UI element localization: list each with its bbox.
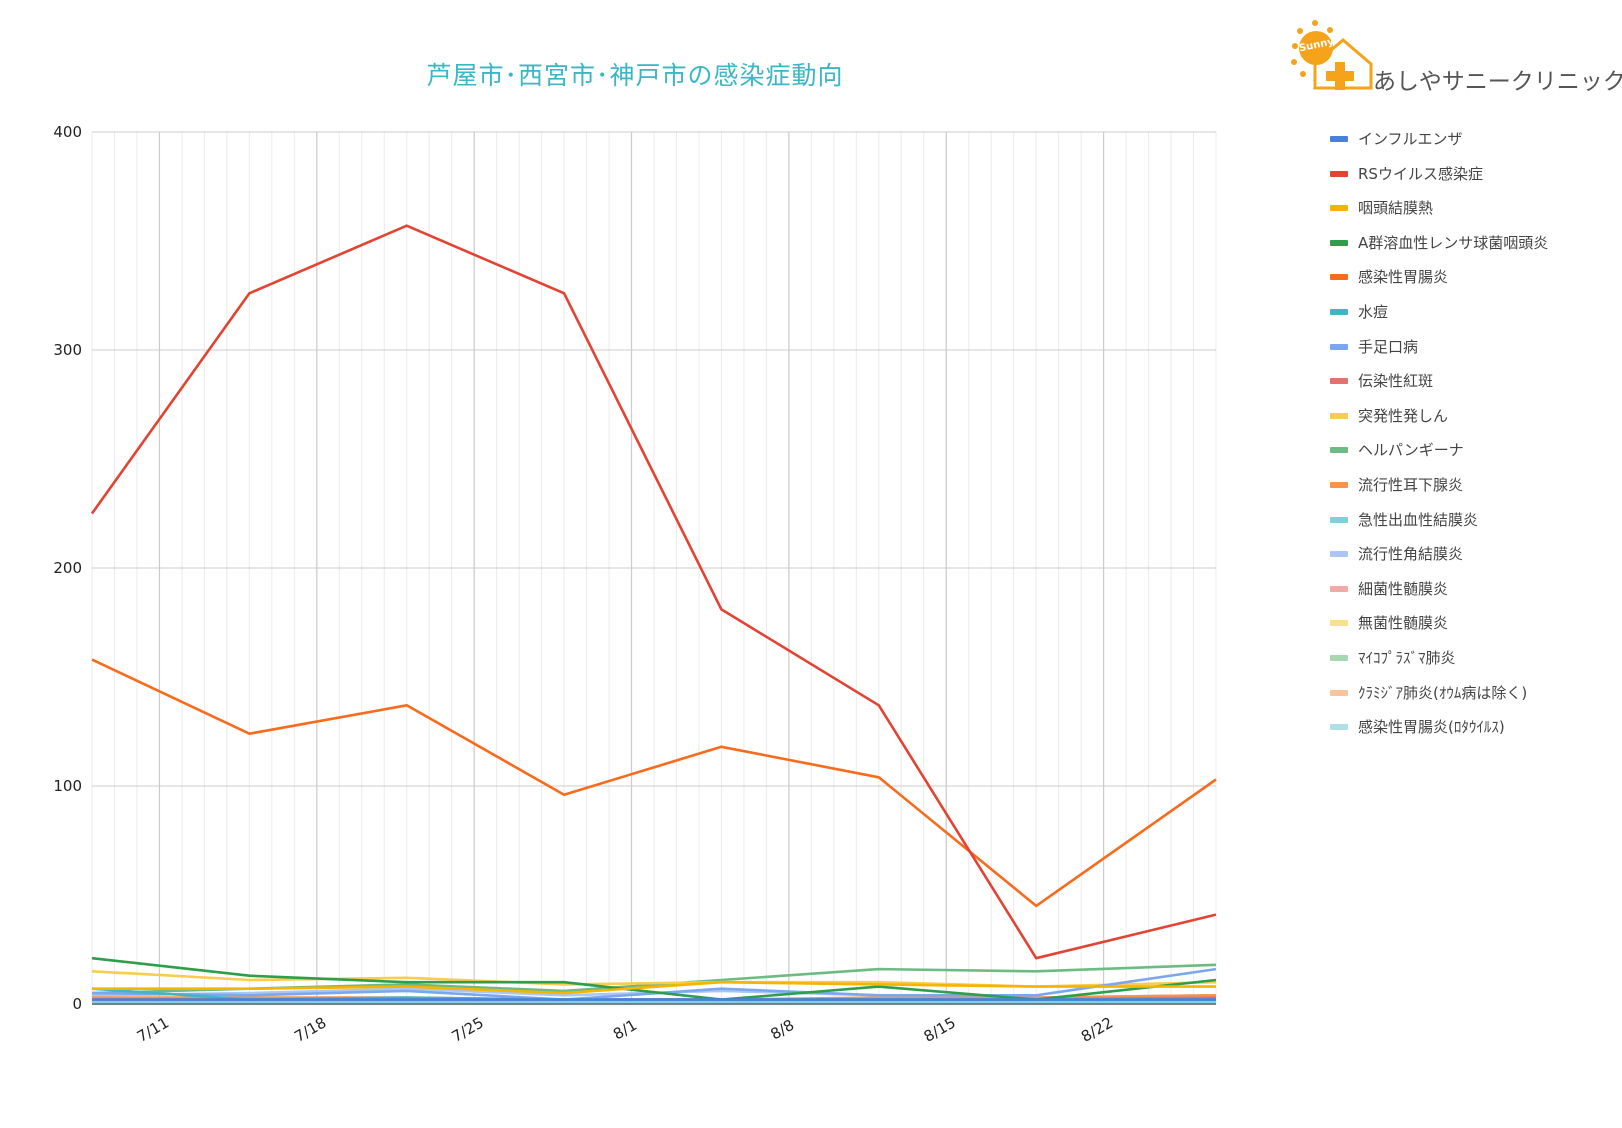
legend-item[interactable]: ﾏｲｺﾌﾟﾗｽﾞﾏ肺炎 <box>1330 643 1620 678</box>
legend-label: 突発性発しん <box>1358 406 1449 425</box>
legend-label: 咽頭結膜熱 <box>1358 199 1434 218</box>
x-tick-label: 8/15 <box>921 1013 959 1045</box>
legend-item[interactable]: 突発性発しん <box>1330 401 1620 436</box>
legend-item[interactable]: 伝染性紅斑 <box>1330 366 1620 401</box>
legend-swatch <box>1330 170 1348 177</box>
legend-label: ヘルパンギーナ <box>1358 441 1464 460</box>
chart-title: 芦屋市･西宮市･神戸市の感染症動向 <box>426 61 844 90</box>
legend-swatch <box>1330 654 1348 661</box>
legend-label: ｸﾗﾐｼﾞｱ肺炎(ｵｳﾑ病は除く) <box>1358 683 1528 702</box>
legend-swatch <box>1330 481 1348 488</box>
legend-swatch <box>1330 412 1348 419</box>
legend-swatch <box>1330 689 1348 696</box>
series-line <box>92 980 1216 995</box>
legend-item[interactable]: 急性出血性結膜炎 <box>1330 505 1620 540</box>
line-chart: 7/11 7/18 7/25 8/1 8/8 8/15 8/22 0 100 200 300 400 <box>53 123 1217 1046</box>
series-line <box>91 658 1217 908</box>
legend-label: 伝染性紅斑 <box>1358 372 1434 391</box>
logo-text: あしやサニークリニック <box>1373 69 1622 95</box>
legend-item[interactable]: ヘルパンギーナ <box>1330 435 1620 470</box>
legend-swatch <box>1330 308 1348 315</box>
legend-item[interactable]: A群溶血性レンサ球菌咽頭炎 <box>1330 228 1620 263</box>
legend-swatch <box>1330 551 1348 558</box>
legend-swatch <box>1330 516 1348 523</box>
chart-axes: 7/11 7/18 7/25 8/1 8/8 8/15 8/22 0 100 200 300 400 <box>53 123 1116 1046</box>
chart-series <box>90 224 1217 1004</box>
legend-swatch <box>1330 205 1348 212</box>
legend-swatch <box>1330 447 1348 454</box>
legend-item[interactable]: 感染性胃腸炎(ﾛﾀｳｲﾙｽ) <box>1330 712 1620 747</box>
legend-label: 水痘 <box>1358 302 1389 321</box>
x-tick-label: 7/18 <box>291 1013 329 1045</box>
legend-label: 無菌性髄膜炎 <box>1358 614 1449 633</box>
legend-item[interactable]: 水痘 <box>1330 297 1620 332</box>
legend-label: 感染性胃腸炎(ﾛﾀｳｲﾙｽ) <box>1358 718 1505 737</box>
legend-label: 細菌性髄膜炎 <box>1358 579 1449 598</box>
legend-item[interactable]: RSウイルス感染症 <box>1330 159 1620 194</box>
legend-swatch <box>1330 724 1348 731</box>
legend-item[interactable]: ｸﾗﾐｼﾞｱ肺炎(ｵｳﾑ病は除く) <box>1330 678 1620 713</box>
x-tick-label: 8/22 <box>1078 1013 1116 1045</box>
chart-legend: インフルエンザ RSウイルス感染症 咽頭結膜熱 A群溶血性レンサ球菌咽頭炎 感染性胃腸炎… <box>1330 124 1620 747</box>
y-tick-label: 0 <box>72 995 82 1013</box>
sun-house-icon <box>1291 20 1373 90</box>
y-tick-label: 300 <box>53 341 82 359</box>
series-line <box>91 956 1217 1001</box>
legend-swatch <box>1330 343 1348 350</box>
y-tick-label: 400 <box>53 123 82 141</box>
y-tick-label: 200 <box>53 559 82 577</box>
legend-item[interactable]: 細菌性髄膜炎 <box>1330 574 1620 609</box>
legend-item[interactable]: 流行性角結膜炎 <box>1330 539 1620 574</box>
series-line <box>90 224 1217 960</box>
legend-item[interactable]: 手足口病 <box>1330 332 1620 367</box>
legend-swatch <box>1330 274 1348 281</box>
clinic-logo: Sunny あしやサニークリニック <box>1285 18 1622 98</box>
legend-label: インフルエンザ <box>1358 130 1463 148</box>
chart-grid <box>91 131 1217 1005</box>
legend-swatch <box>1330 620 1348 627</box>
y-tick-label: 100 <box>53 777 82 795</box>
series-line <box>91 967 1217 1001</box>
legend-label: 急性出血性結膜炎 <box>1358 510 1479 529</box>
legend-item[interactable]: 感染性胃腸炎 <box>1330 262 1620 297</box>
legend-swatch <box>1330 239 1348 246</box>
legend-swatch <box>1330 136 1348 142</box>
x-tick-label: 7/25 <box>449 1013 487 1045</box>
legend-label: 感染性胃腸炎 <box>1358 268 1449 287</box>
x-tick-label: 8/1 <box>610 1016 640 1044</box>
legend-label: 手足口病 <box>1358 337 1419 356</box>
legend-item[interactable]: 流行性耳下腺炎 <box>1330 470 1620 505</box>
legend-label: 流行性耳下腺炎 <box>1358 475 1464 494</box>
legend-item[interactable]: 咽頭結膜熱 <box>1330 193 1620 228</box>
legend-label: ﾏｲｺﾌﾟﾗｽﾞﾏ肺炎 <box>1358 648 1456 667</box>
x-tick-label: 7/11 <box>134 1013 172 1045</box>
legend-label: 流行性角結膜炎 <box>1358 545 1464 564</box>
x-tick-label: 8/8 <box>767 1016 797 1044</box>
legend-label: A群溶血性レンサ球菌咽頭炎 <box>1358 233 1549 252</box>
legend-swatch <box>1330 378 1348 385</box>
legend-label: RSウイルス感染症 <box>1358 164 1483 183</box>
legend-item[interactable]: 無菌性髄膜炎 <box>1330 608 1620 643</box>
legend-swatch <box>1330 585 1348 592</box>
legend-item[interactable]: インフルエンザ <box>1330 124 1620 159</box>
